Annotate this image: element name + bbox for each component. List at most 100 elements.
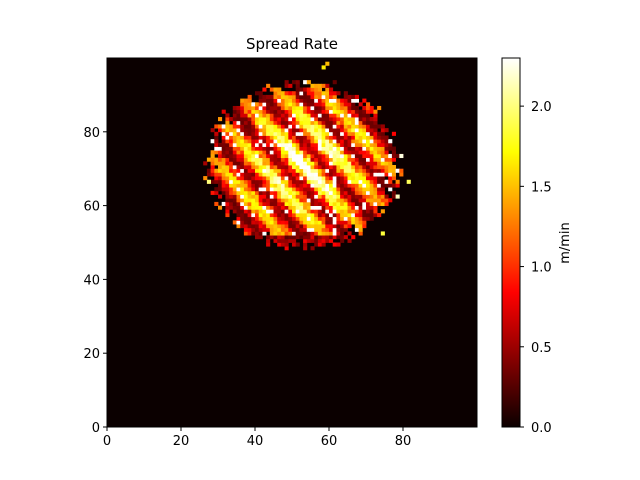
heatmap-cell	[380, 201, 385, 206]
heatmap-cell	[277, 157, 282, 162]
heatmap-cell	[284, 198, 289, 203]
heatmap-cell	[280, 231, 285, 236]
heatmap-cell	[295, 216, 300, 221]
heatmap-cell	[277, 235, 282, 240]
heatmap-cell	[336, 161, 341, 166]
heatmap-cell	[251, 139, 256, 144]
heatmap-cell	[295, 242, 300, 247]
heatmap-cell	[332, 224, 337, 229]
heatmap-cell	[310, 227, 315, 232]
heatmap-cell	[292, 220, 297, 225]
heatmap-cell	[277, 161, 282, 166]
heatmap-cell	[325, 220, 330, 225]
heatmap-cell	[280, 194, 285, 199]
heatmap-cell	[273, 216, 278, 221]
heatmap-cell	[258, 117, 263, 122]
heatmap-cell	[232, 109, 237, 114]
heatmap-cell	[366, 183, 371, 188]
heatmap-cell	[232, 183, 237, 188]
heatmap-cell	[340, 179, 345, 184]
heatmap-cell	[369, 165, 374, 170]
heatmap-cell	[325, 198, 330, 203]
heatmap-cell	[299, 231, 304, 236]
heatmap-cell	[314, 201, 319, 206]
heatmap-cell	[306, 205, 311, 210]
heatmap-cell	[243, 227, 248, 232]
heatmap-cell	[277, 113, 282, 118]
heatmap-cell	[373, 157, 378, 162]
heatmap-cell	[366, 205, 371, 210]
heatmap-cell	[343, 120, 348, 125]
heatmap-cell	[325, 227, 330, 232]
heatmap-cell	[225, 209, 230, 214]
heatmap-cell	[329, 238, 334, 243]
heatmap-cell	[369, 109, 374, 114]
heatmap-cell	[240, 216, 245, 221]
heatmap-cell	[317, 165, 322, 170]
heatmap-cell	[251, 128, 256, 133]
heatmap-cell	[329, 201, 334, 206]
heatmap-cell	[255, 153, 260, 159]
heatmap-cell	[321, 165, 326, 170]
heatmap-cell	[343, 172, 348, 177]
heatmap-cell	[288, 139, 293, 144]
heatmap-cell	[384, 165, 389, 170]
heatmap-cell	[373, 109, 378, 114]
heatmap-cell	[288, 157, 293, 162]
heatmap-cell	[280, 161, 285, 166]
heatmap-cell	[247, 212, 252, 218]
heatmap-cell	[317, 146, 322, 151]
heatmap-cell	[362, 131, 367, 136]
heatmap-cell	[229, 165, 234, 170]
heatmap-cell	[243, 153, 248, 159]
heatmap-cell	[295, 117, 300, 122]
heatmap-cell	[210, 157, 215, 162]
heatmap-cell	[310, 216, 315, 221]
heatmap-cell	[314, 235, 319, 240]
heatmap-cell	[369, 120, 374, 125]
heatmap-cell	[351, 168, 356, 173]
heatmap-cell	[240, 179, 245, 184]
heatmap-cell	[310, 194, 315, 199]
heatmap-cell	[325, 161, 330, 166]
heatmap-cell	[347, 165, 352, 170]
heatmap-cell	[310, 201, 315, 206]
heatmap-cell	[236, 157, 241, 162]
heatmap-cell	[299, 131, 304, 136]
heatmap-cell	[299, 161, 304, 166]
heatmap-cell	[351, 146, 356, 151]
heatmap-cell	[295, 109, 300, 114]
heatmap-cell	[321, 209, 326, 214]
heatmap-cell	[240, 117, 245, 122]
heatmap-cell	[332, 139, 337, 144]
heatmap-cell	[214, 179, 219, 184]
heatmap-cell	[225, 190, 230, 195]
heatmap-cell	[240, 146, 245, 151]
heatmap-cell	[314, 87, 319, 92]
heatmap-cell	[354, 179, 359, 184]
heatmap-cell	[266, 142, 271, 147]
heatmap-cell	[340, 165, 345, 170]
heatmap-cell	[399, 168, 404, 173]
heatmap-cell	[292, 135, 297, 140]
heatmap-cell	[351, 120, 356, 125]
heatmap-cell	[347, 198, 352, 203]
heatmap-cell	[262, 161, 267, 166]
heatmap-cell	[280, 153, 285, 159]
heatmap-cell	[295, 131, 300, 136]
heatmap-cell	[251, 216, 256, 221]
heatmap-cell	[247, 124, 252, 129]
colorbar-tick-label: 2.0	[531, 100, 552, 115]
heatmap-cell	[306, 227, 311, 232]
heatmap-cell	[295, 87, 300, 92]
heatmap-cell	[347, 183, 352, 188]
heatmap-cell	[314, 198, 319, 203]
heatmap-cell	[329, 231, 334, 236]
heatmap-cell	[340, 139, 345, 144]
heatmap-cell	[332, 179, 337, 184]
heatmap-cell	[240, 201, 245, 206]
heatmap-cell	[247, 231, 252, 236]
heatmap-cell	[243, 224, 248, 229]
heatmap-cell	[269, 124, 274, 129]
heatmap-cell	[262, 165, 267, 170]
